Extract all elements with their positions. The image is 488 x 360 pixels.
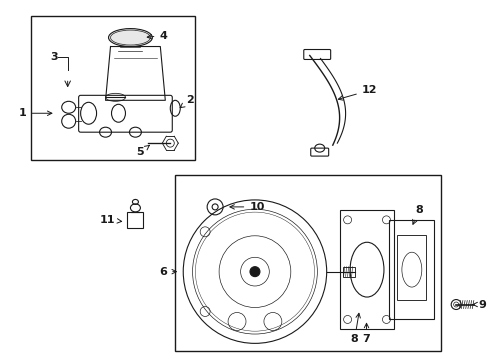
- Text: 2: 2: [180, 95, 194, 108]
- Bar: [397, 235, 426, 300]
- Bar: [127, 212, 143, 228]
- Text: 7: 7: [362, 323, 369, 345]
- Bar: [342, 267, 354, 276]
- Bar: [175, 175, 440, 351]
- Text: 8: 8: [350, 313, 360, 345]
- Text: 4: 4: [147, 31, 167, 41]
- Text: 8: 8: [412, 205, 422, 224]
- Ellipse shape: [108, 28, 152, 46]
- Text: 9: 9: [471, 300, 485, 310]
- Text: 11: 11: [100, 215, 122, 225]
- Text: 5: 5: [136, 145, 149, 157]
- Circle shape: [249, 267, 260, 276]
- Text: 1: 1: [19, 108, 52, 118]
- Text: 3: 3: [50, 53, 58, 63]
- Text: 10: 10: [229, 202, 264, 212]
- Text: 12: 12: [338, 85, 377, 100]
- Bar: [388, 220, 433, 319]
- Text: 6: 6: [159, 267, 176, 276]
- Bar: [31, 15, 195, 160]
- Bar: [339, 210, 394, 329]
